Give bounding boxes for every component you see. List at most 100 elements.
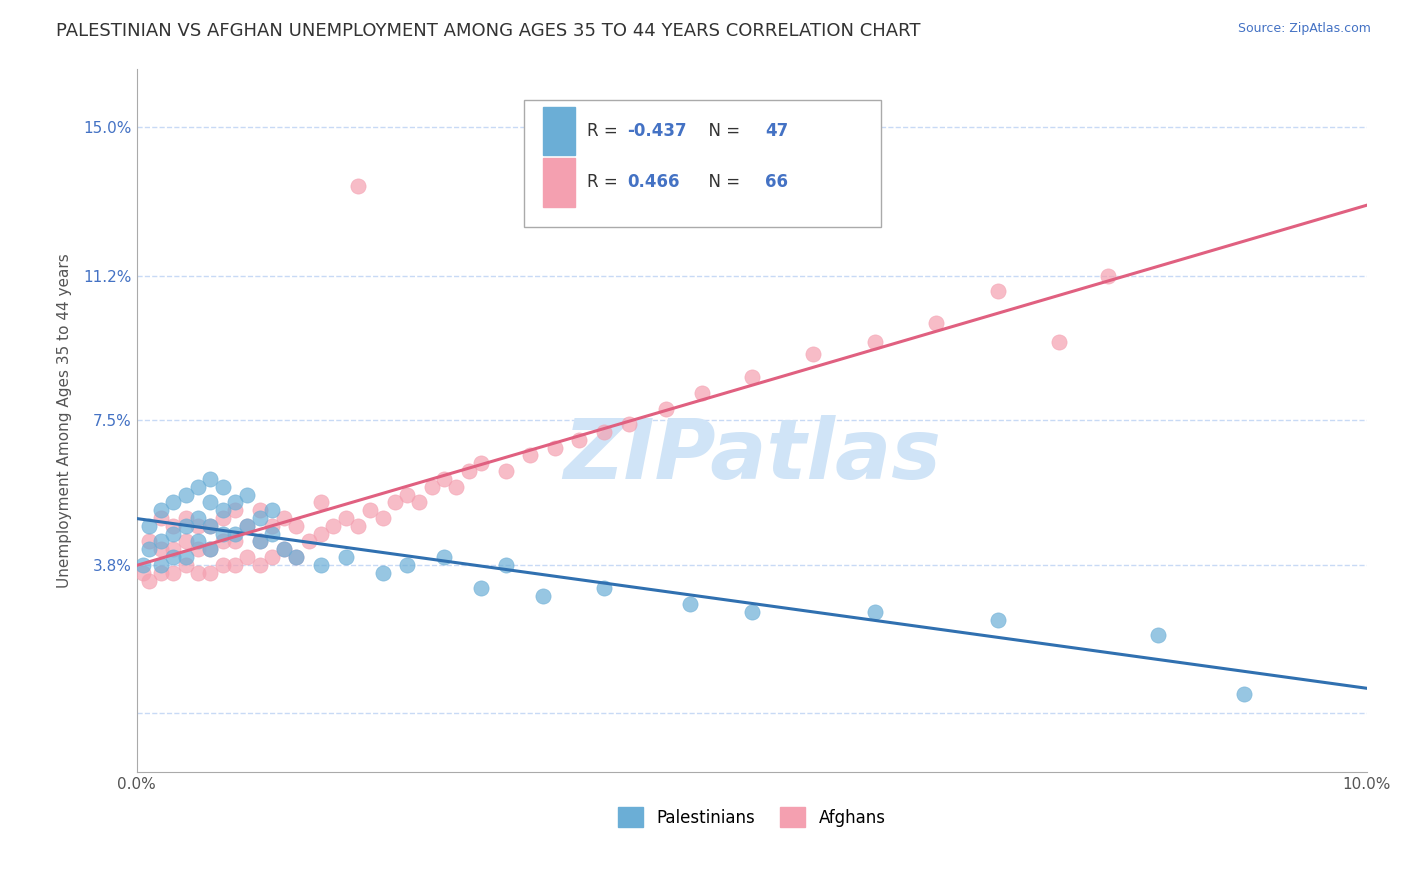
Point (162, 526, 184, 541)
Point (131, 566, 153, 580)
Point (249, 534, 271, 549)
Point (211, 534, 233, 549)
Point (162, 495, 184, 509)
Point (420, 480, 443, 494)
Point (285, 550, 308, 565)
Point (211, 503, 233, 517)
Point (273, 542, 295, 557)
Point (224, 503, 246, 517)
Point (470, 582, 492, 596)
Point (309, 526, 332, 541)
Point (260, 526, 283, 541)
FancyBboxPatch shape (543, 158, 575, 207)
Point (741, 605, 763, 619)
Text: Source: ZipAtlas.com: Source: ZipAtlas.com (1237, 22, 1371, 36)
Point (495, 464, 517, 478)
Point (359, 503, 381, 517)
Point (236, 550, 259, 565)
Point (249, 534, 271, 549)
Point (187, 534, 209, 549)
Point (174, 487, 197, 501)
Point (1097, 268, 1119, 283)
Point (187, 480, 209, 494)
Point (654, 401, 676, 416)
Point (224, 534, 246, 549)
Text: -0.437: -0.437 (627, 122, 688, 140)
Point (162, 566, 184, 580)
Point (138, 518, 160, 533)
Point (187, 566, 209, 580)
Point (801, 347, 824, 361)
Point (150, 558, 173, 572)
Point (925, 316, 948, 330)
Point (531, 589, 554, 603)
Point (138, 574, 160, 588)
Point (285, 550, 308, 565)
Point (224, 558, 246, 572)
Text: 47: 47 (765, 122, 789, 140)
Point (987, 613, 1010, 627)
Point (187, 518, 209, 533)
Point (249, 511, 271, 525)
Point (162, 550, 184, 565)
Point (174, 511, 197, 525)
Point (211, 526, 233, 541)
Point (224, 495, 246, 509)
Point (200, 518, 222, 533)
Point (211, 558, 233, 572)
Point (470, 456, 492, 470)
Point (138, 542, 160, 557)
Point (987, 285, 1010, 299)
Point (1146, 628, 1168, 642)
Point (131, 558, 153, 572)
Point (309, 495, 332, 509)
Point (260, 503, 283, 517)
Point (174, 518, 197, 533)
Point (162, 542, 184, 557)
Point (679, 597, 702, 611)
Point (285, 518, 308, 533)
Point (347, 178, 370, 193)
Point (150, 511, 173, 525)
Point (544, 441, 567, 455)
Point (260, 550, 283, 565)
Point (433, 472, 456, 486)
Point (741, 370, 763, 384)
Point (322, 518, 344, 533)
Point (863, 335, 886, 350)
Point (593, 582, 616, 596)
Point (150, 534, 173, 549)
Point (150, 542, 173, 557)
Point (211, 511, 233, 525)
Point (236, 487, 259, 501)
Point (260, 518, 283, 533)
Point (174, 550, 197, 565)
Point (211, 480, 233, 494)
Point (335, 550, 357, 565)
Point (224, 526, 246, 541)
Point (568, 433, 591, 447)
Point (249, 503, 271, 517)
Point (309, 558, 332, 572)
Point (200, 518, 222, 533)
Point (174, 534, 197, 549)
Point (446, 480, 468, 494)
Point (495, 558, 517, 572)
Point (187, 511, 209, 525)
Legend: Palestinians, Afghans: Palestinians, Afghans (612, 800, 891, 834)
Point (1047, 335, 1070, 350)
Point (150, 503, 173, 517)
Point (249, 558, 271, 572)
Point (1233, 687, 1256, 701)
Point (150, 566, 173, 580)
Point (236, 518, 259, 533)
Text: 0.466: 0.466 (627, 173, 681, 192)
Text: N =: N = (697, 173, 745, 192)
Point (174, 558, 197, 572)
Point (593, 425, 616, 439)
Text: R =: R = (586, 122, 623, 140)
FancyBboxPatch shape (543, 107, 575, 155)
Y-axis label: Unemployment Among Ages 35 to 44 years: Unemployment Among Ages 35 to 44 years (58, 253, 72, 588)
Point (335, 511, 357, 525)
Point (200, 566, 222, 580)
